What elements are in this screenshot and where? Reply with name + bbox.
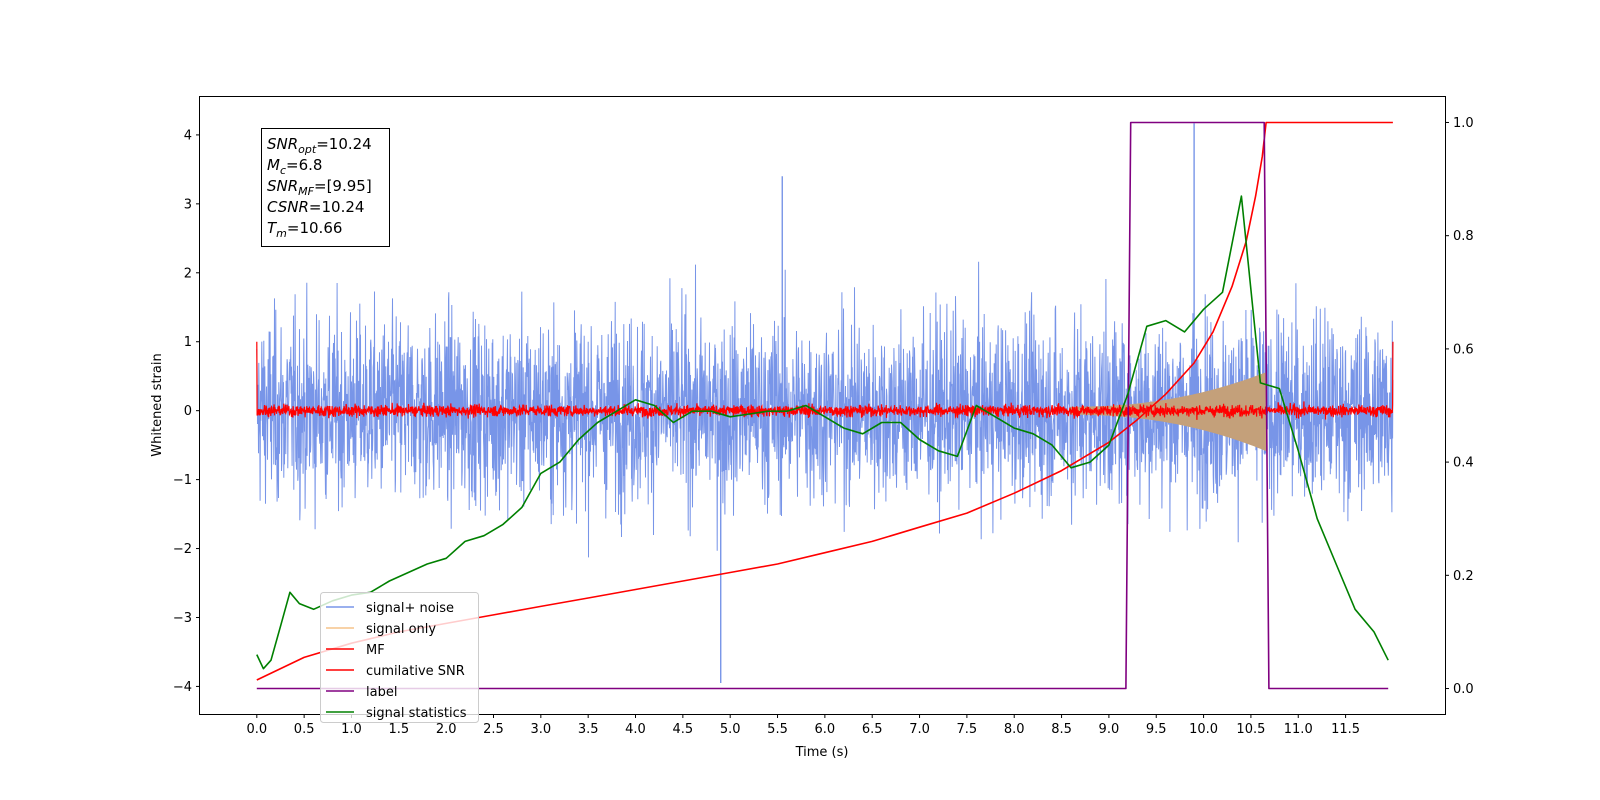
x-tick-label: 5.0 [720,722,741,737]
legend-entries: signal+ noise signal only MF cumilative SNR… [326,601,467,721]
x-axis: 0.0 0.5 1.0 1.5 2.0 2.5 3.0 3.5 4.0 4.5 5.0 5.5 6.0 6… [246,714,1360,737]
x-tick-label: 9.0 [1099,722,1120,737]
x-tick-label: 11.5 [1331,722,1360,737]
x-tick-label: 2.0 [436,722,457,737]
stats-annotation-box: SNRopt=10.24Mc=6.8SNRMF=[9.95]CSNR=10.24… [261,128,390,247]
x-tick-label: 9.5 [1146,722,1167,737]
x-tick-label: 6.5 [862,722,883,737]
annotation-lines: SNRopt=10.24Mc=6.8SNRMF=[9.95]CSNR=10.24… [267,135,372,240]
x-tick-label: 10.0 [1189,722,1218,737]
annotation-line: SNRMF=[9.95] [267,177,372,198]
y-tick-label: 0 [184,404,192,419]
x-tick-label: 1.5 [388,722,409,737]
legend-label: signal statistics [366,706,467,721]
x-tick-label: 0.5 [294,722,315,737]
y2-tick-label: 0.4 [1453,456,1474,471]
chart-plot-content [256,121,1394,690]
y2-tick-label: 0.8 [1453,229,1474,244]
x-tick-label: 5.5 [767,722,788,737]
x-tick-label: 11.0 [1284,722,1313,737]
series-mf [256,341,1394,420]
y-axis-left: −4 −3 −2 −1 0 1 2 3 4 [173,128,200,695]
x-tick-label: 3.5 [578,722,599,737]
series-signal-noise [256,261,1394,558]
annotation-line: Mc=6.8 [267,156,322,177]
annotation-line: SNRopt=10.24 [267,135,372,156]
x-axis-label: Time (s) [795,745,849,760]
legend-label: signal only [366,622,436,637]
x-tick-label: 8.0 [1004,722,1025,737]
legend-label: MF [366,643,385,658]
x-tick-label: 8.5 [1051,722,1072,737]
y2-tick-label: 0.6 [1453,342,1474,357]
annotation-line: Tm=10.66 [267,219,342,240]
series-label [256,121,1389,690]
x-tick-label: 2.5 [483,722,504,737]
x-tick-label: 0.0 [246,722,267,737]
y-axis-label: Whitened strain [150,353,165,456]
y2-tick-label: 0.0 [1453,682,1474,697]
legend: signal+ noise signal only MF cumilative SNR… [320,592,479,723]
y-axis-right: 0.0 0.2 0.4 0.6 0.8 1.0 [1445,116,1474,697]
y2-tick-label: 1.0 [1453,116,1474,131]
y-tick-label: −2 [173,542,192,557]
x-tick-label: 4.5 [673,722,694,737]
annotation-line: CSNR=10.24 [267,198,364,216]
legend-label: cumilative SNR [366,664,465,679]
x-tick-label: 7.5 [957,722,978,737]
x-tick-label: 7.0 [909,722,930,737]
x-tick-label: 10.5 [1236,722,1265,737]
y-tick-label: 2 [184,266,192,281]
y-tick-label: −1 [173,473,192,488]
y-tick-label: 3 [184,197,192,212]
x-tick-label: 3.0 [530,722,551,737]
x-tick-label: 1.0 [341,722,362,737]
series-signal-statistics [256,195,1389,670]
x-tick-label: 6.0 [815,722,836,737]
x-tick-label: 4.0 [625,722,646,737]
legend-label: signal+ noise [366,601,454,616]
y-tick-label: 4 [184,128,192,143]
plot-frame [199,96,1446,715]
y-tick-label: −3 [173,611,192,626]
y-tick-label: 1 [184,335,192,350]
y-tick-label: −4 [173,680,192,695]
legend-label: label [366,685,397,700]
y2-tick-label: 0.2 [1453,569,1474,584]
